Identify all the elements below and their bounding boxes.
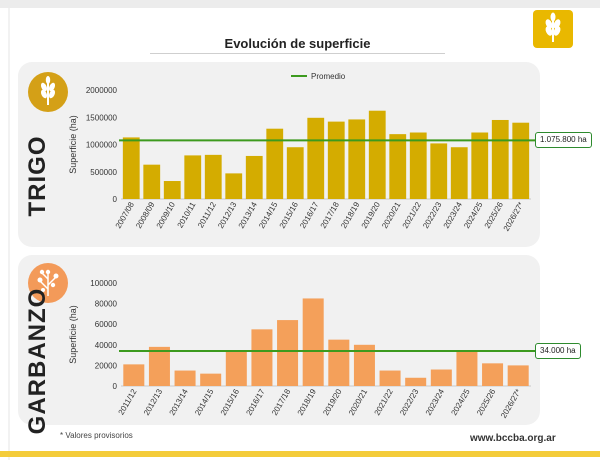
bar [482,363,504,386]
bar [245,155,263,199]
logo-badge [533,10,573,48]
bar [302,298,324,386]
x-tick-label: 2017/18 [270,387,293,417]
garbanzo-icon-circle [28,263,68,303]
bar [123,364,145,386]
x-tick-label: 2019/20 [321,387,344,417]
x-tick-label: 2013/14 [168,387,191,417]
bottom-bar [0,451,600,457]
page-title: Evolución de superficie [224,36,371,51]
bar [277,320,299,386]
legend-label: Promedio [311,72,346,81]
x-tick-label: 2023/24 [424,387,447,417]
y-tick-label: 2000000 [86,86,118,95]
y-tick-label: 20000 [95,361,118,370]
garbanzo-average-label: 34.000 ha [535,342,581,359]
y-axis-label: Superficie (ha) [68,115,78,174]
bar [405,377,427,386]
x-tick-label: 2011/12 [117,387,139,417]
x-tick-label: 2018/19 [296,387,319,417]
bar [389,134,407,199]
y-tick-label: 40000 [95,341,118,350]
bar [430,369,452,386]
y-tick-label: 100000 [90,279,117,288]
website-link[interactable]: www.bccba.org.ar [470,433,556,444]
bar [251,329,273,386]
x-tick-label: 2022/23 [398,387,421,417]
bar [174,370,196,386]
x-tick-label: 2020/21 [347,387,370,417]
bar [456,350,478,386]
x-tick-label: 2012/13 [142,387,165,417]
bar [266,128,284,199]
bar [353,344,375,386]
bar [143,164,161,199]
y-tick-label: 0 [113,382,118,391]
bar [409,132,427,199]
y-axis-label: Superficie (ha) [68,305,78,364]
bar [163,181,181,199]
bar [204,154,222,199]
trigo-average-label: 1.075.800 ha [535,132,592,149]
y-tick-label: 1000000 [86,141,118,150]
title-underline [150,53,445,54]
y-tick-label: 500000 [90,168,117,177]
wheat-logo-icon [545,12,561,42]
wheat-icon [40,76,56,105]
y-tick-label: 80000 [95,300,118,309]
bar [348,119,366,199]
x-tick-label: 2021/22 [373,387,396,417]
x-tick-label: 2025/26 [475,387,498,417]
chickpea-plant-icon [37,269,59,296]
bar [512,122,530,199]
frame-line [8,8,10,460]
x-tick-label: 2026/27* [499,388,523,420]
x-tick-label: 2014/15 [193,387,216,417]
bar [184,155,202,199]
bar [122,137,140,199]
bar [200,373,222,386]
y-tick-label: 1500000 [86,113,118,122]
bar [471,132,489,199]
bar [307,117,325,199]
trigo-icon-circle [28,72,68,112]
bar [368,110,386,199]
x-tick-label: 2015/16 [219,387,242,417]
bar [430,143,448,199]
bar [148,346,170,386]
bar [450,147,468,199]
top-bar [0,0,600,8]
x-tick-label: 2016/17 [244,387,267,417]
bar [507,365,529,386]
y-tick-label: 60000 [95,320,118,329]
x-tick-label: 2024/25 [449,387,472,417]
bar [225,173,243,199]
bar [286,147,304,199]
bar [328,339,350,386]
bar [225,352,247,386]
footnote: * Valores provisorios [60,431,133,440]
y-tick-label: 0 [113,195,118,204]
bar [379,370,401,386]
